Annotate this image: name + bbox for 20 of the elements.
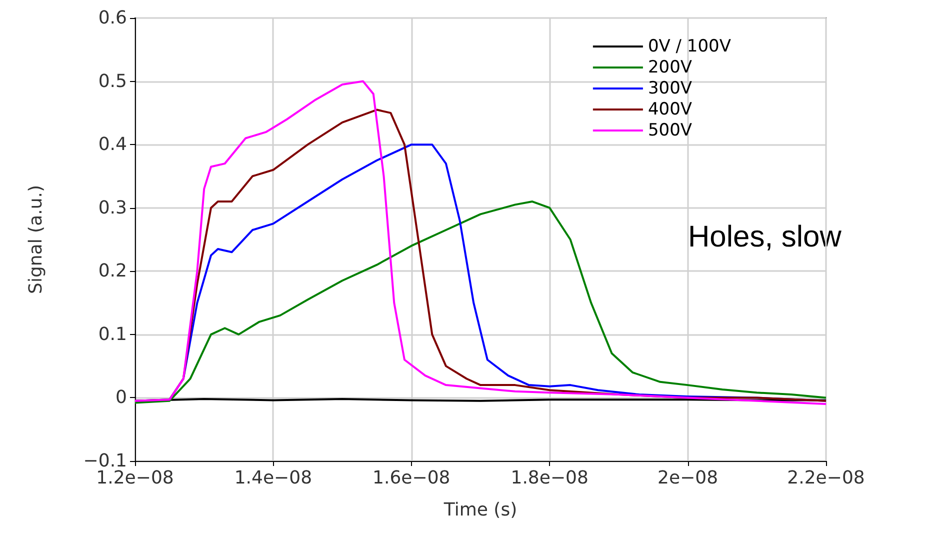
y-tick-label: 0.2 — [98, 260, 127, 282]
y-tick-label: 0.1 — [98, 324, 127, 345]
y-tick-label: 0 — [116, 387, 127, 408]
x-tick-label: 1.6e−08 — [372, 468, 450, 488]
legend-label: 300V — [648, 78, 692, 98]
y-axis-title: Signal (a.u.) — [26, 185, 46, 294]
x-tick-label: 1.8e−08 — [510, 468, 588, 488]
legend-label: 500V — [648, 120, 692, 140]
legend-label: 400V — [648, 100, 692, 120]
x-tick-label: 2e−08 — [658, 468, 718, 488]
y-tick-label: 0.4 — [98, 134, 127, 156]
y-tick-label: 0.3 — [98, 197, 127, 218]
legend-label: 0V / 100V — [648, 36, 732, 56]
x-axis-title: Time (s) — [442, 500, 518, 520]
legend-label: 200V — [648, 58, 692, 78]
y-tick-label: 0.6 — [98, 8, 127, 28]
annotation: Holes, slow — [688, 220, 842, 254]
x-tick-label: 2.2e−08 — [787, 468, 865, 488]
x-tick-label: 1.4e−08 — [234, 468, 312, 488]
y-tick-label: 0.5 — [98, 70, 127, 92]
